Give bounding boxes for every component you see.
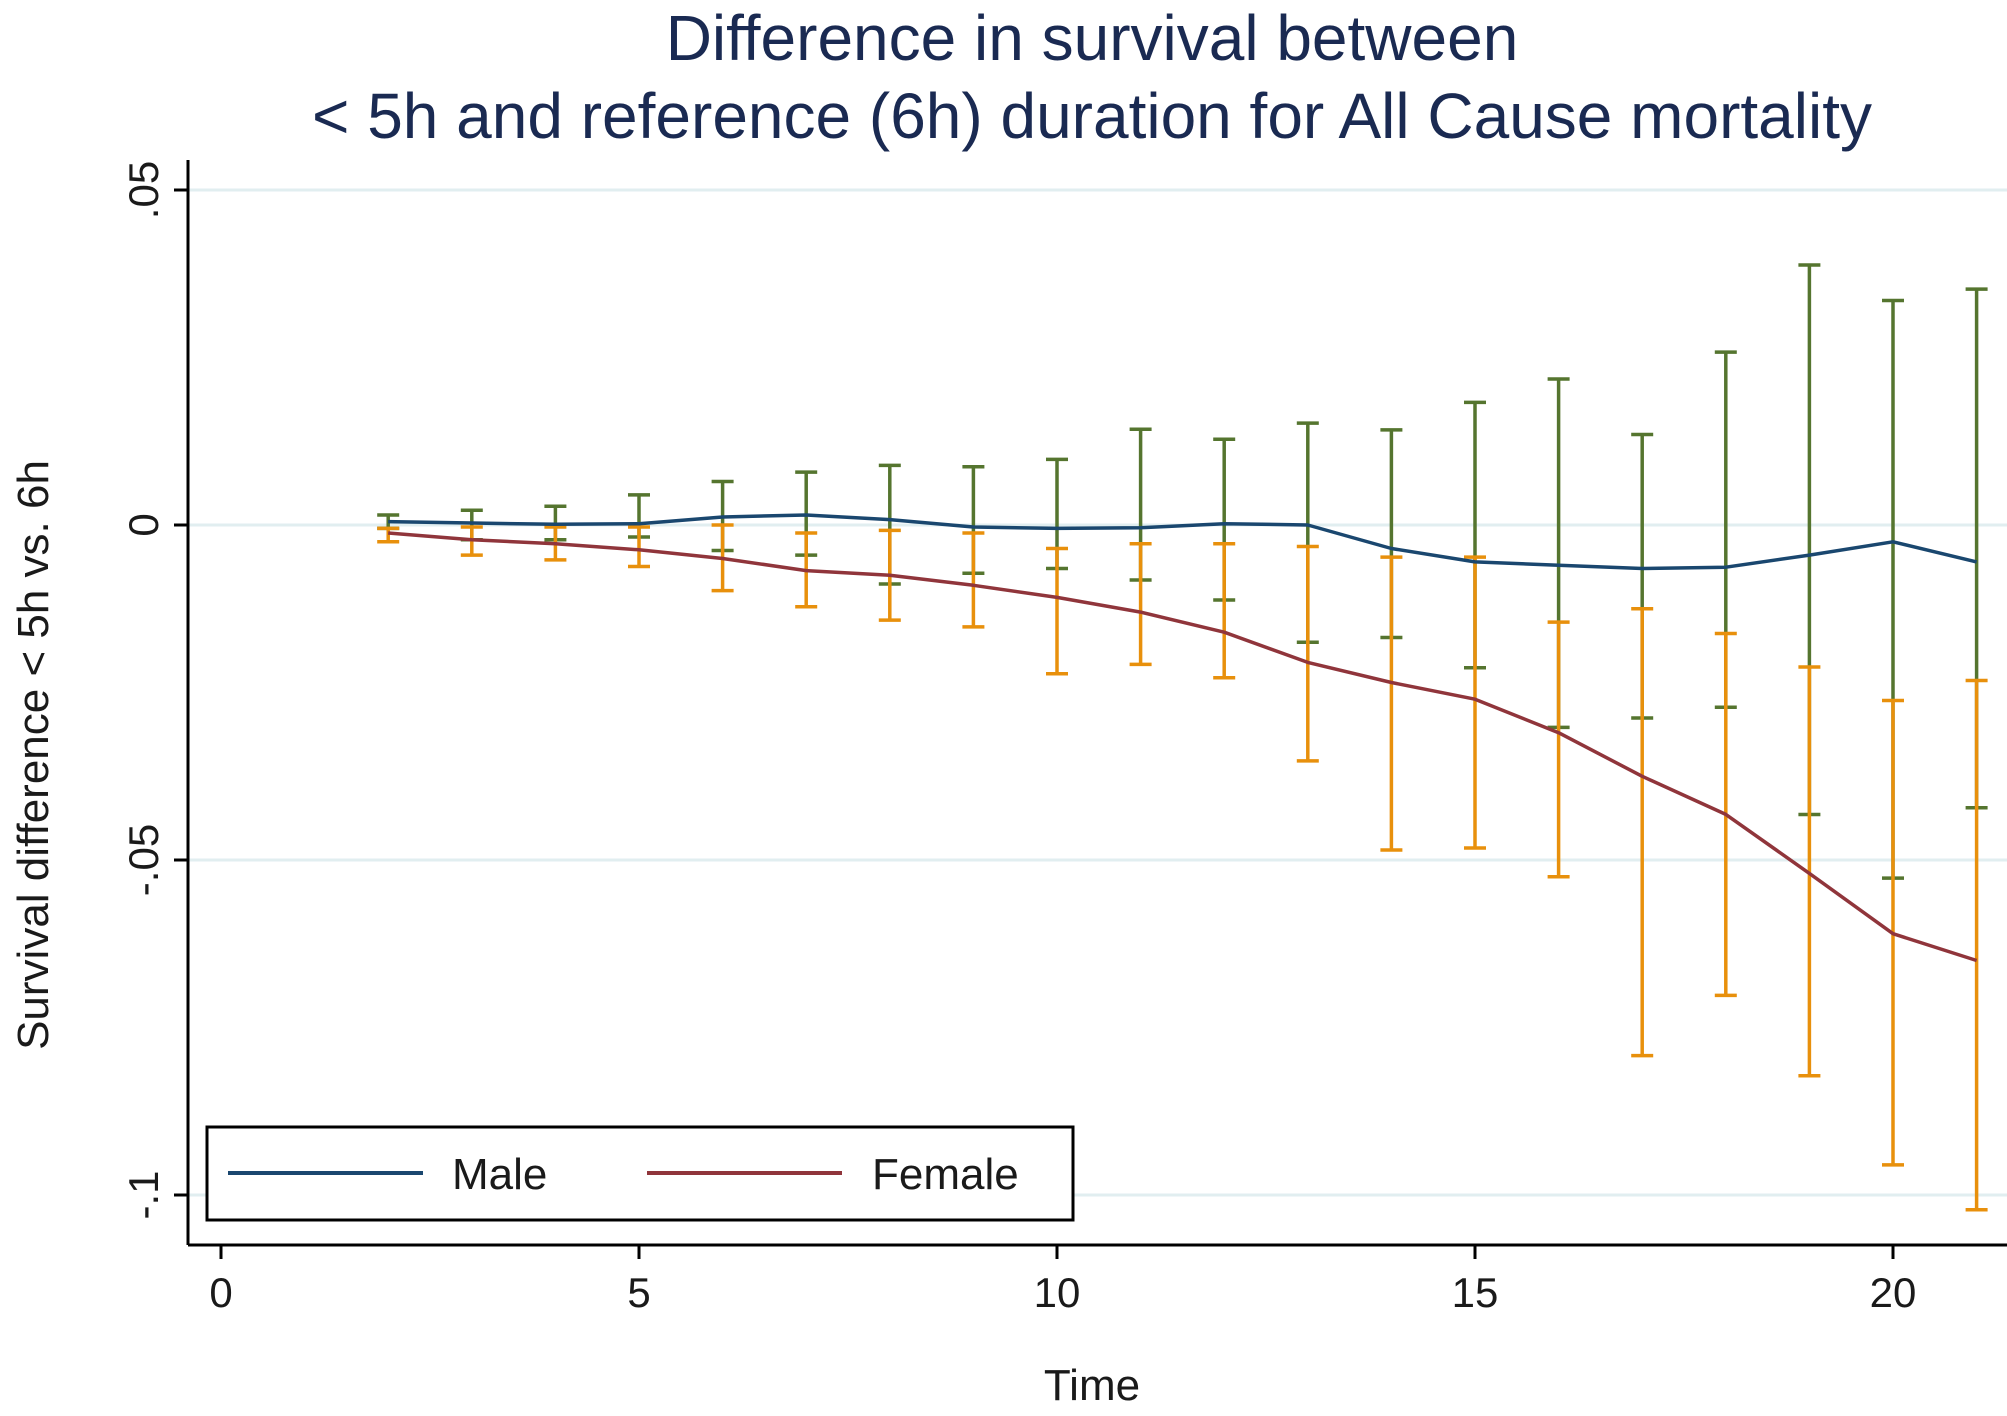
x-axis-title: Time [1044, 1361, 1140, 1410]
ci-layer [377, 263, 1988, 1212]
legend: Male Female [205, 1125, 1075, 1222]
y-tick-label-1: 0 [120, 513, 167, 536]
axis-layer: .05 0 -.05 -.1 0 5 10 15 20 [120, 160, 2007, 1316]
y-tick-label-3: -.1 [120, 1170, 167, 1219]
series-line-female [388, 531, 1978, 963]
x-tick-label-2: 10 [1034, 1269, 1081, 1316]
line-layer [388, 513, 1978, 963]
x-tick-label-4: 20 [1870, 1269, 1917, 1316]
legend-label-female: Female [872, 1150, 1019, 1199]
x-tick-label-3: 15 [1452, 1269, 1499, 1316]
chart-title: Difference in survival between [666, 2, 1519, 74]
x-tick-label-0: 0 [209, 1269, 232, 1316]
x-tick-label-1: 5 [627, 1269, 650, 1316]
chart-subtitle: < 5h and reference (6h) duration for All… [312, 80, 1872, 152]
y-axis-title: Survival difference < 5h vs. 6h [9, 460, 58, 1050]
y-tick-label-2: -.05 [120, 824, 167, 896]
series-line-male [388, 513, 1978, 571]
y-tick-label-0: .05 [120, 161, 167, 219]
legend-label-male: Male [452, 1150, 547, 1199]
grid-layer [188, 188, 2007, 1197]
